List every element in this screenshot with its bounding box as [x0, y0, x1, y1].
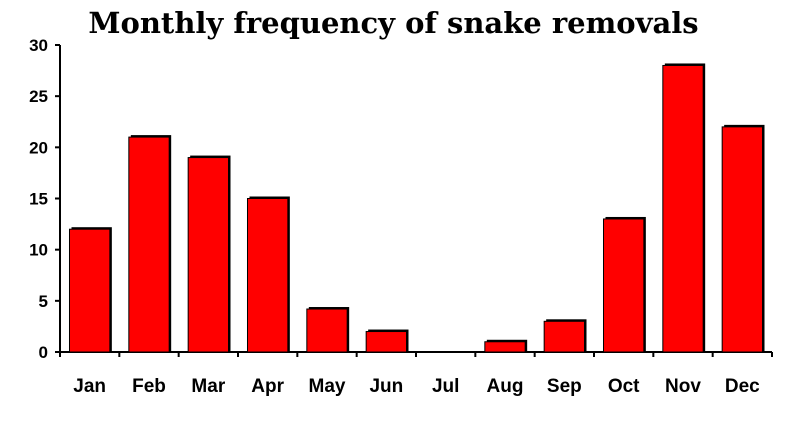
chart-title: Monthly frequency of snake removals — [88, 6, 699, 40]
y-tick-label: 0 — [39, 343, 48, 362]
bar-sep — [543, 320, 586, 353]
y-tick-label: 10 — [29, 241, 48, 260]
x-tick-label: Jul — [432, 376, 459, 397]
bar-apr — [246, 198, 289, 353]
y-tick-label: 30 — [29, 36, 48, 55]
bars — [68, 63, 765, 353]
x-tick-label: Apr — [251, 376, 284, 397]
x-tick-label: Sep — [547, 376, 582, 397]
bar-dec — [721, 126, 764, 353]
bar-nov — [662, 64, 704, 353]
x-tick-label: Nov — [665, 376, 701, 397]
y-tick-label: 15 — [29, 190, 48, 209]
bar-jun — [365, 331, 408, 353]
x-tick-label: Jun — [369, 376, 403, 397]
bar-mar — [187, 157, 230, 353]
y-tick-label: 25 — [29, 87, 48, 106]
x-tick-label: May — [309, 376, 346, 397]
x-tick-label: Aug — [487, 376, 524, 397]
bar-aug — [484, 341, 526, 353]
y-tick-label: 20 — [29, 138, 48, 157]
y-axis: 0 5 10 15 20 25 30 — [29, 36, 61, 362]
bar-may — [306, 308, 348, 353]
bar-jan — [68, 228, 111, 353]
bar-oct — [602, 218, 645, 353]
x-tick-label: Feb — [132, 376, 166, 397]
x-tick-label: Mar — [191, 376, 225, 397]
y-tick-label: 5 — [39, 292, 48, 311]
x-tick-label: Jan — [73, 376, 106, 397]
x-axis: Jan Feb Mar Apr May Jun Jul Aug Sep Oct Nov Dec — [59, 351, 773, 397]
x-tick-label: Dec — [725, 376, 760, 397]
bar-feb — [128, 136, 170, 353]
x-tick-label: Oct — [608, 376, 640, 397]
